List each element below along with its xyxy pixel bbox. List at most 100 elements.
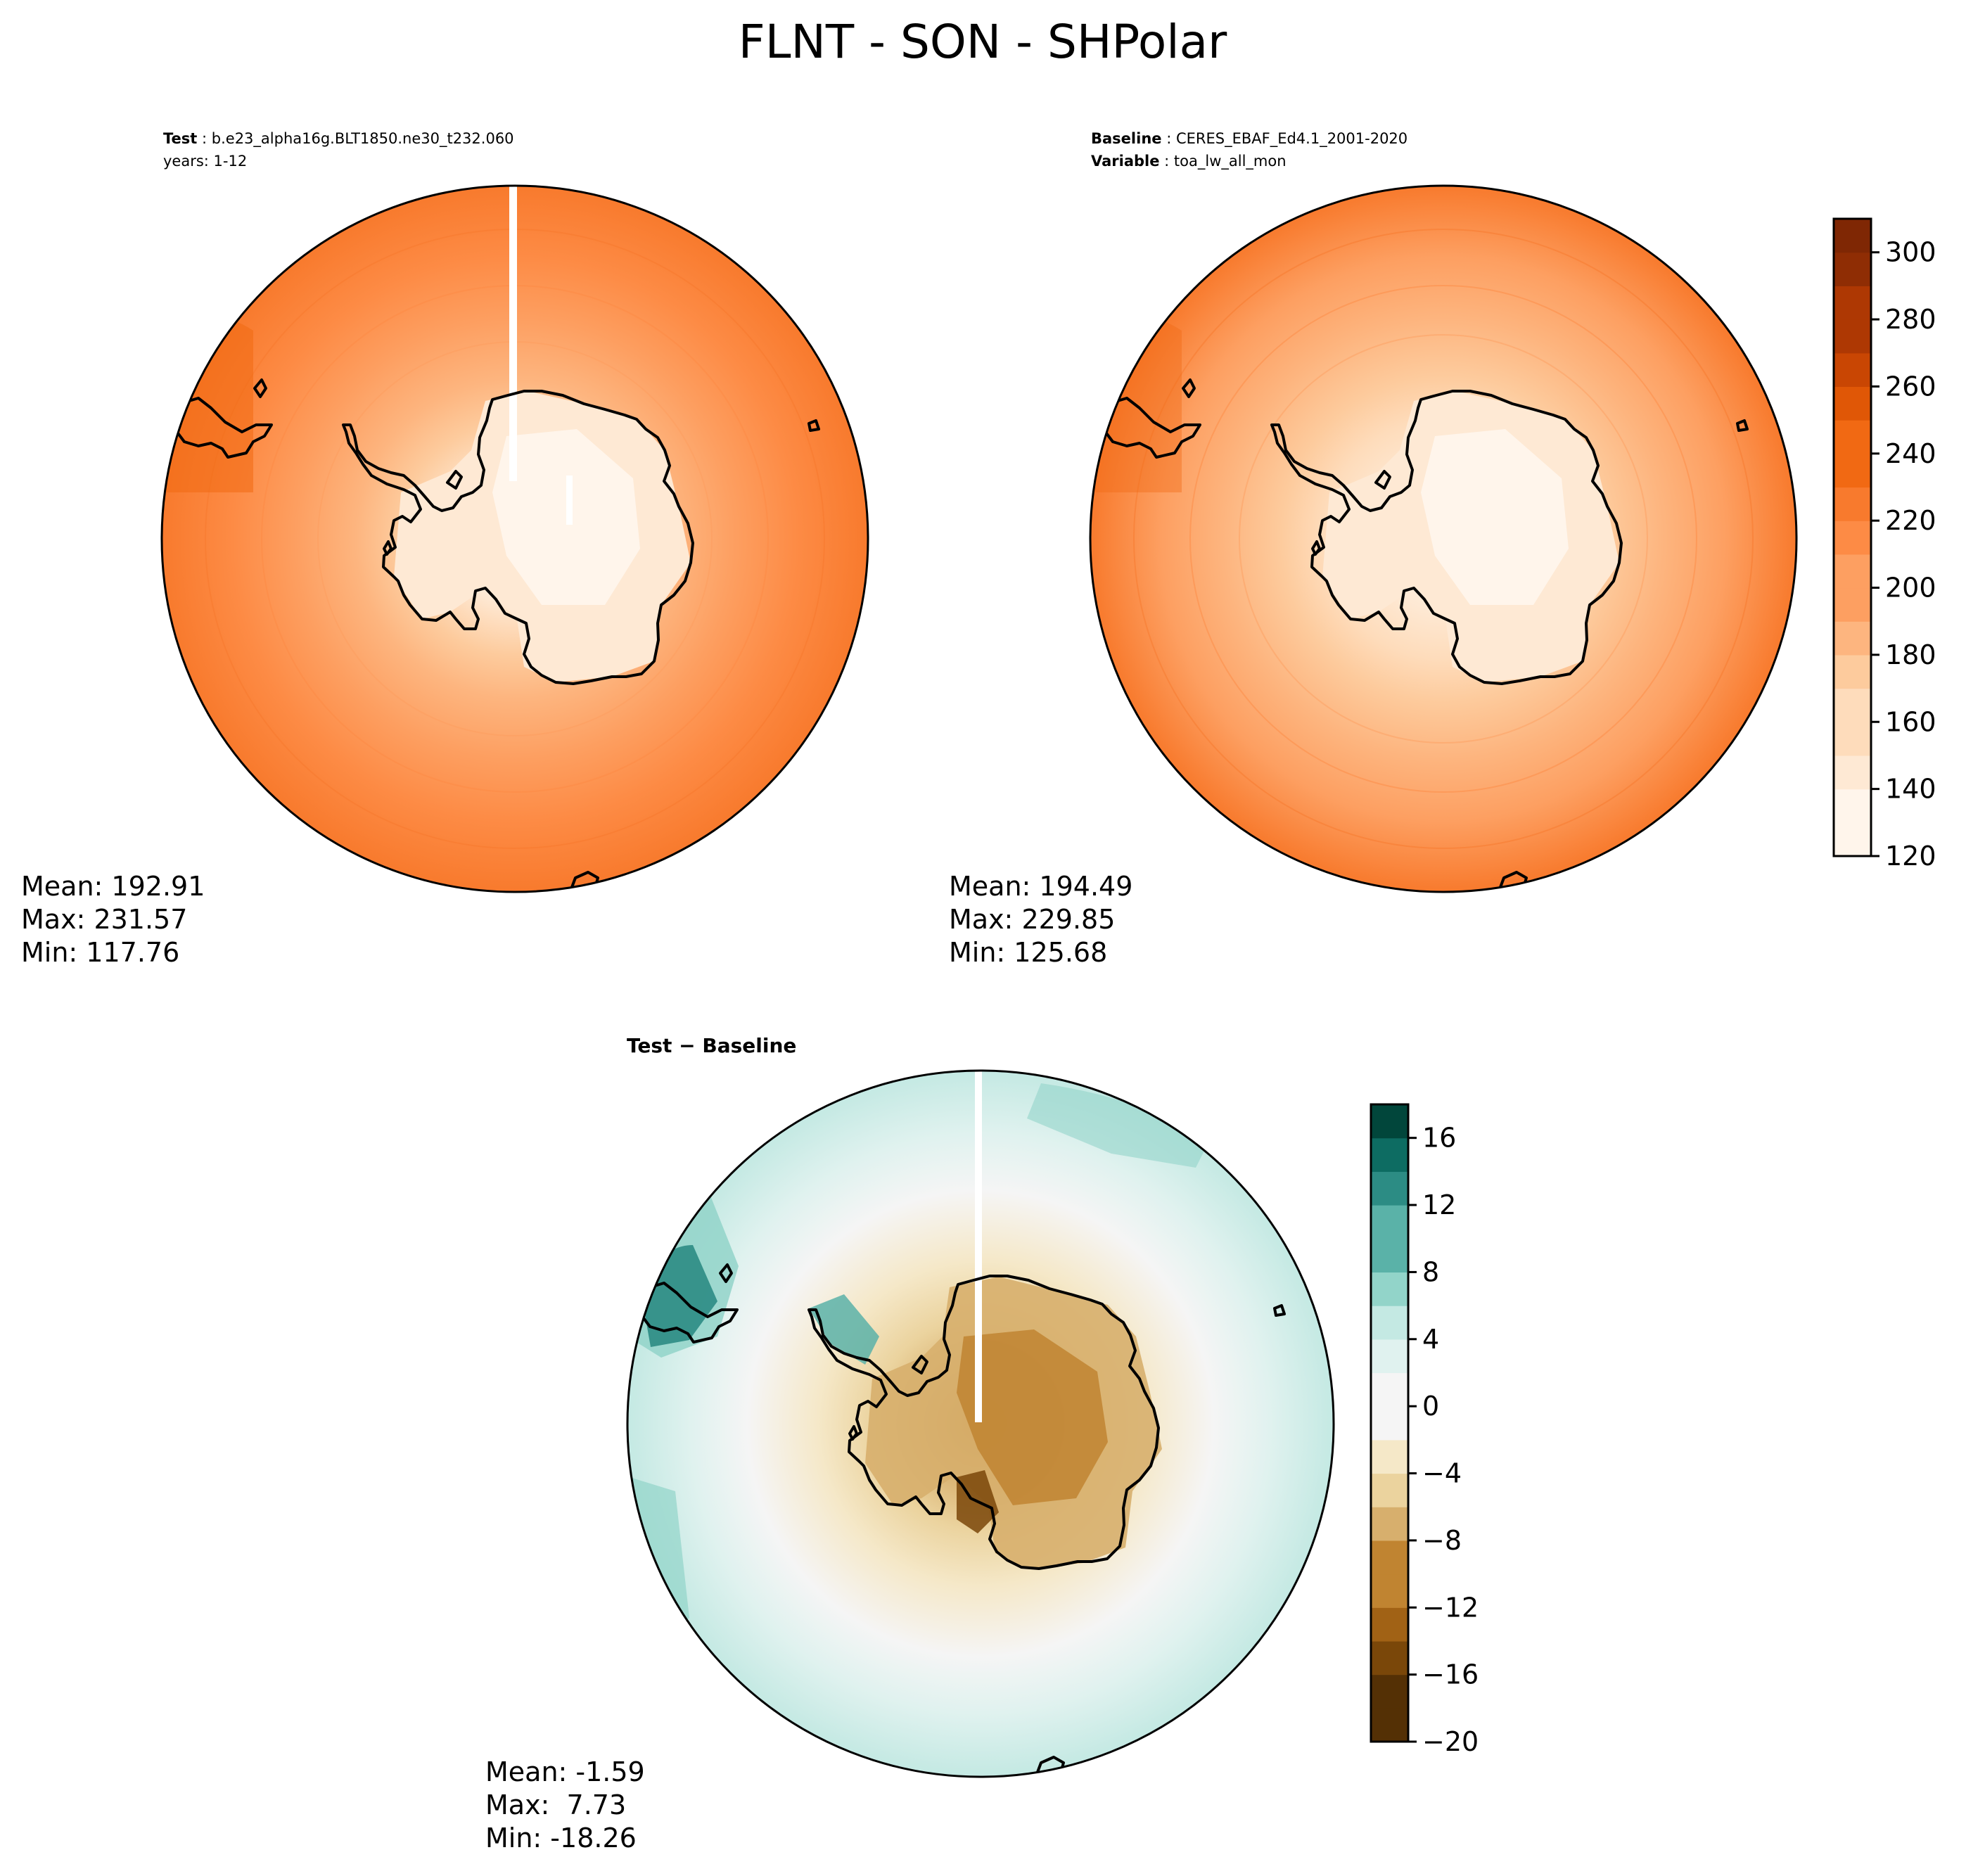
colorbar-main-tick-label: 180 xyxy=(1885,639,1936,670)
colorbar-diff-segment xyxy=(1371,1306,1408,1340)
baseline-map xyxy=(1090,186,1796,892)
diff-coastline-island xyxy=(912,1355,928,1374)
baseline-contour-ring xyxy=(1239,334,1648,744)
colorbar-diff-segment xyxy=(1371,1473,1408,1507)
test-coastline-island xyxy=(446,470,463,490)
baseline-contour-rings xyxy=(1133,229,1754,849)
baseline-variable-bold: Variable xyxy=(1091,153,1159,170)
diff-min: Min: -18.26 xyxy=(485,1823,637,1853)
test-label-separator: : xyxy=(197,130,211,147)
colorbar-diff: −20 −16 −12 −8 −4 0 4 8 12 16 xyxy=(1370,1103,1479,1757)
diff-coastline-island xyxy=(719,1263,733,1283)
test-label-value: b.e23_alpha16g.BLT1850.ne30_t232.060 xyxy=(212,130,514,148)
colorbar-diff-tick-label: −8 xyxy=(1422,1525,1462,1556)
diff-seam xyxy=(975,1071,982,1422)
colorbar-diff-segment xyxy=(1371,1238,1408,1273)
baseline-map-frame xyxy=(1089,184,1798,893)
diff-map-frame xyxy=(626,1069,1335,1778)
colorbar-main-tick-label: 300 xyxy=(1885,237,1936,268)
colorbar-diff-segment xyxy=(1371,1272,1408,1306)
baseline-coastline-island xyxy=(1182,378,1196,398)
colorbar-main-tick-label: 280 xyxy=(1885,304,1936,335)
colorbar-main-segment xyxy=(1834,252,1871,286)
baseline-label-separator: : xyxy=(1162,130,1176,147)
colorbar-diff-segment xyxy=(1371,1674,1408,1709)
figure-title: FLNT - SON - SHPolar xyxy=(739,15,1227,69)
baseline-min: Min: 125.68 xyxy=(949,937,1107,968)
colorbar-diff-segment xyxy=(1371,1171,1408,1206)
colorbar-diff-tick-label: −12 xyxy=(1422,1592,1479,1623)
test-seam-patch xyxy=(566,476,573,525)
baseline-coastline-island xyxy=(1736,419,1749,432)
colorbar-diff-segment xyxy=(1371,1339,1408,1374)
colorbar-diff-segment xyxy=(1371,1205,1408,1239)
diff-max: Max: 7.73 xyxy=(485,1789,626,1820)
colorbar-diff-segment xyxy=(1371,1104,1408,1139)
colorbar-diff-tick-label: −20 xyxy=(1422,1726,1479,1757)
test-map xyxy=(162,186,868,892)
colorbar-main-segment xyxy=(1834,453,1871,488)
colorbar-diff-segment xyxy=(1371,1540,1408,1575)
colorbar-diff-segment xyxy=(1371,1607,1408,1642)
colorbar-main-segment xyxy=(1834,822,1871,857)
baseline-coastline-antarctica xyxy=(1270,390,1623,685)
test-max: Max: 231.57 xyxy=(21,904,187,935)
colorbar-diff-tick-label: 0 xyxy=(1422,1391,1439,1422)
baseline-max: Max: 229.85 xyxy=(949,904,1115,935)
colorbar-diff-segment xyxy=(1371,1507,1408,1541)
diff-mean: Mean: -1.59 xyxy=(485,1756,645,1787)
colorbar-main-segment xyxy=(1834,722,1871,756)
colorbar-main-segment xyxy=(1834,319,1871,354)
test-min: Min: 117.76 xyxy=(21,937,179,968)
baseline-contour-ring xyxy=(1189,285,1697,793)
colorbar-diff-segment xyxy=(1371,1372,1408,1407)
colorbar-main-segment xyxy=(1834,654,1871,689)
colorbar-diff-tick-label: −4 xyxy=(1422,1458,1462,1489)
baseline-mean: Mean: 194.49 xyxy=(949,871,1132,902)
baseline-contour-ring xyxy=(1133,229,1754,849)
baseline-variable-value: toa_lw_all_mon xyxy=(1174,153,1287,170)
colorbar-main-segment xyxy=(1834,755,1871,790)
test-coastline-island xyxy=(253,378,267,398)
colorbar-main-segment xyxy=(1834,587,1871,622)
diff-coastline-antarctica xyxy=(808,1275,1160,1570)
colorbar-main-segment xyxy=(1834,554,1871,589)
test-coastline-island xyxy=(570,871,599,890)
diff-label: Test − Baseline xyxy=(627,1034,796,1057)
colorbar-main-segment xyxy=(1834,487,1871,521)
diff-coastlines xyxy=(633,1263,1286,1775)
test-label-bold: Test xyxy=(163,130,197,147)
colorbar-main-tick-label: 260 xyxy=(1885,371,1936,402)
baseline-coastline-island xyxy=(1311,540,1321,556)
baseline-variable: Variable : toa_lw_all_mon xyxy=(1091,153,1287,170)
colorbar-main-segment xyxy=(1834,688,1871,722)
colorbar-diff-segment xyxy=(1371,1137,1408,1172)
colorbar-main-tick-label: 120 xyxy=(1885,841,1936,872)
colorbar-diff-frame xyxy=(1370,1103,1410,1743)
diff-coastline-island xyxy=(1273,1304,1286,1317)
test-coastline-island xyxy=(808,419,820,432)
colorbar-main-tick-label: 160 xyxy=(1885,706,1936,737)
panel-baseline: Baseline : CERES_EBAF_Ed4.1_2001-2020 Va… xyxy=(949,130,1936,968)
colorbar-main-tick-label: 240 xyxy=(1885,438,1936,469)
colorbar-diff-segment xyxy=(1371,1406,1408,1441)
colorbar-main-segment xyxy=(1834,789,1871,823)
panel-difference: Test − Baseline Mean: -1.59 xyxy=(485,1034,1479,1853)
baseline-antarctica-core xyxy=(1421,429,1569,605)
colorbar-main-frame xyxy=(1832,217,1872,857)
panel-test: Test : b.e23_alpha16g.BLT1850.ne30_t232.… xyxy=(21,130,869,968)
baseline-label: Baseline : CERES_EBAF_Ed4.1_2001-2020 xyxy=(1091,130,1408,148)
colorbar-diff-segment xyxy=(1371,1574,1408,1608)
colorbar-main-segment xyxy=(1834,621,1871,656)
colorbar-main-segment xyxy=(1834,286,1871,320)
diff-coastline-island xyxy=(1035,1756,1065,1775)
test-seam xyxy=(509,186,517,481)
colorbar-main-segment xyxy=(1834,352,1871,388)
colorbar-diff-segment xyxy=(1371,1708,1408,1742)
colorbar-diff-segment xyxy=(1371,1640,1408,1676)
diff-green-north xyxy=(1027,1083,1210,1168)
colorbar-main-tick-label: 140 xyxy=(1885,774,1936,805)
colorbar-diff-tick-label: −16 xyxy=(1422,1659,1479,1690)
colorbar-main-segment xyxy=(1834,521,1871,555)
